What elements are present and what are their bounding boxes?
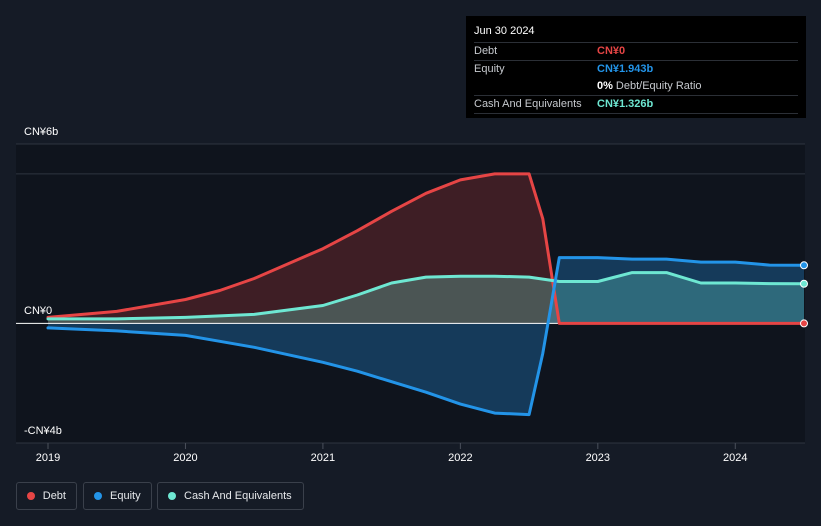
plot-area bbox=[16, 144, 805, 443]
endpoint-equity bbox=[800, 261, 808, 270]
legend-cash-label: Cash And Equivalents bbox=[184, 490, 292, 502]
data-tooltip: Jun 30 2024 Debt CN¥0 Equity CN¥1.943b 0… bbox=[466, 16, 806, 118]
line-debt bbox=[46, 172, 806, 325]
tooltip-equity-label: Equity bbox=[474, 63, 505, 75]
tooltip-row-ratio: 0% Debt/Equity Ratio bbox=[474, 78, 798, 95]
debt-legend-dot-icon bbox=[27, 492, 35, 500]
x-tick-label-2024: 2024 bbox=[723, 452, 747, 464]
x-tick-label-2022: 2022 bbox=[448, 452, 472, 464]
area-cash bbox=[48, 272, 804, 324]
equity-legend-dot-icon bbox=[94, 492, 102, 500]
tooltip-date: Jun 30 2024 bbox=[474, 25, 535, 37]
tooltip-cash-value: CN¥1.326b bbox=[597, 98, 654, 110]
y-tick-label-top: CN¥6b bbox=[24, 126, 59, 138]
area-equity bbox=[48, 257, 804, 415]
legend-item-cash[interactable]: Cash And Equivalents bbox=[157, 482, 304, 510]
tooltip-debt-label: Debt bbox=[474, 45, 498, 57]
y-tick-label-bottom: -CN¥4b bbox=[24, 425, 62, 437]
cash-legend-dot-icon bbox=[168, 492, 176, 500]
tooltip-row-equity: Equity CN¥1.943b bbox=[474, 60, 798, 78]
tooltip-row-cash: Cash And Equivalents CN¥1.326b bbox=[474, 95, 798, 114]
y-tick-label-zero: CN¥0 bbox=[24, 305, 53, 317]
tooltip-debt-value: CN¥0 bbox=[597, 45, 626, 57]
x-tick-label-2021: 2021 bbox=[311, 452, 335, 464]
legend-item-debt[interactable]: Debt bbox=[16, 482, 77, 510]
x-tick-label-2019: 2019 bbox=[36, 452, 60, 464]
line-cash bbox=[46, 271, 806, 321]
tooltip-row-debt: Debt CN¥0 bbox=[474, 42, 798, 60]
endpoint-debt bbox=[800, 319, 808, 328]
x-tick-label-2023: 2023 bbox=[586, 452, 610, 464]
legend-item-equity[interactable]: Equity bbox=[83, 482, 152, 510]
legend-equity-label: Equity bbox=[110, 490, 141, 502]
line-equity bbox=[46, 256, 806, 417]
endpoint-cash bbox=[800, 279, 808, 288]
tooltip-ratio-label: Debt/Equity Ratio bbox=[615, 80, 702, 92]
legend-debt-label: Debt bbox=[42, 490, 66, 502]
tooltip-equity-value: CN¥1.943b bbox=[597, 63, 654, 75]
x-tick-label-2020: 2020 bbox=[173, 452, 197, 464]
tooltip-ratio-value: 0% bbox=[597, 80, 613, 92]
tooltip-cash-label: Cash And Equivalents bbox=[474, 98, 582, 110]
